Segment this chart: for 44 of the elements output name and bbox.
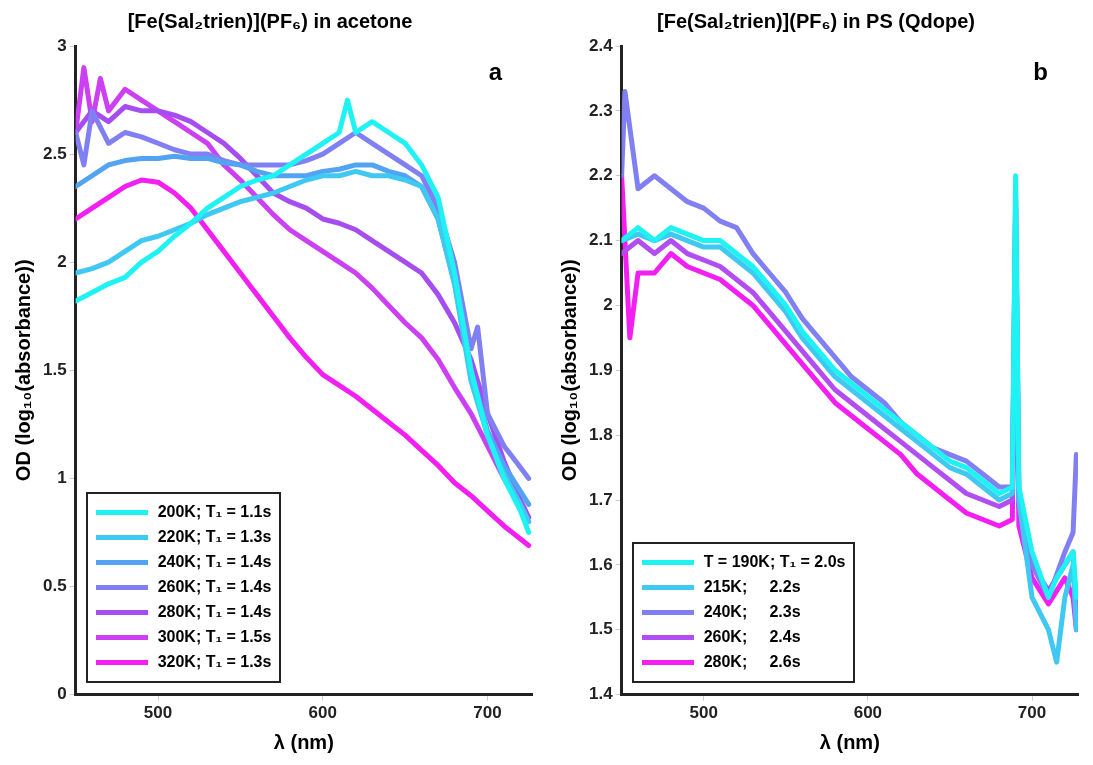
x-tick-label: 700 [473, 703, 502, 723]
y-tick-label: 2.3 [588, 100, 613, 120]
x-tick-label: 500 [689, 703, 718, 723]
y-tick-label: 1.4 [588, 684, 614, 704]
legend-label: 220K; T₁ = 1.3s [157, 528, 272, 547]
x-tick-label: 500 [143, 703, 173, 723]
y-tick-label: 1.5 [588, 619, 613, 639]
legend-label: 280K; 2.6s [703, 653, 801, 672]
legend-label: 260K; T₁ = 1.4s [157, 578, 272, 597]
x-tick-label: 600 [308, 703, 337, 723]
y-tick-label: 1.8 [588, 424, 613, 444]
y-tick-label: 0.5 [42, 576, 67, 596]
y-tick-label: 1.9 [588, 359, 613, 379]
x-axis-title: λ (nm) [273, 730, 334, 753]
y-tick-label: 2.5 [42, 143, 67, 163]
x-axis-title: λ (nm) [819, 730, 880, 753]
legend-label: 320K; T₁ = 1.3s [157, 653, 272, 672]
x-tick-label: 700 [1017, 703, 1047, 723]
chart-title: [Fe(Sal₂trien)](PF₆) in PS (Qdope) [657, 9, 975, 32]
legend-label: T = 190K; T₁ = 2.0s [703, 553, 846, 572]
legend-label: 215K; 2.2s [703, 578, 801, 597]
annotation: a [488, 57, 503, 85]
legend-label: 260K; 2.4s [703, 628, 801, 647]
legend-label: 240K; 2.3s [703, 603, 801, 622]
y-tick-label: 2.4 [588, 35, 614, 55]
legend-label: 200K; T₁ = 1.1s [157, 503, 272, 522]
y-tick-label: 3 [57, 35, 67, 55]
y-tick-label: 1.7 [588, 489, 613, 509]
chart-title: [Fe(Sal₂trien)](PF₆) in acetone [127, 9, 413, 32]
y-tick-label: 2.2 [588, 165, 613, 185]
annotation: b [1033, 57, 1048, 85]
legend-label: 280K; T₁ = 1.4s [157, 603, 272, 622]
y-tick-label: 2 [603, 295, 613, 315]
legend-label: 300K; T₁ = 1.5s [157, 628, 272, 647]
y-tick-label: 2.1 [588, 230, 613, 250]
legend-label: 240K; T₁ = 1.4s [157, 553, 272, 572]
y-tick-label: 0 [57, 684, 67, 704]
x-tick-label: 600 [853, 703, 883, 723]
y-tick-label: 1 [57, 468, 67, 488]
y-tick-label: 1.6 [588, 554, 613, 574]
y-axis-title: OD (log₁₀(absorbance)) [557, 259, 580, 482]
y-axis-title: OD (log₁₀(absorbance)) [11, 259, 34, 482]
y-tick-label: 1.5 [42, 359, 67, 379]
y-tick-label: 2 [57, 251, 67, 271]
